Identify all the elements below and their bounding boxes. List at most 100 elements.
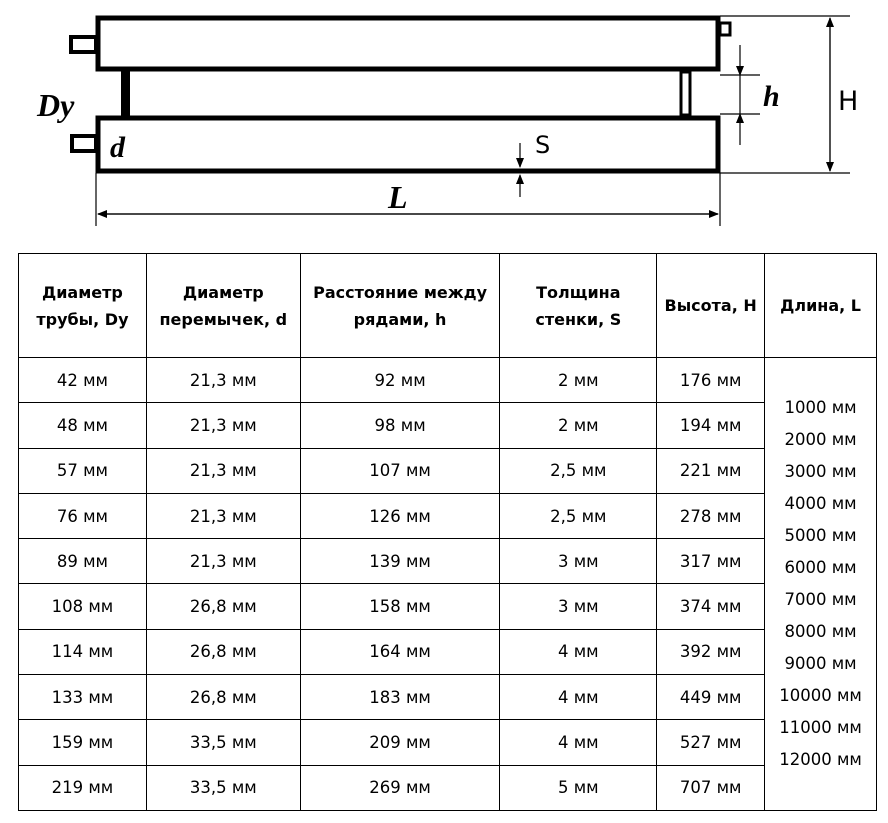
- table-cell: 92 мм: [299, 356, 501, 404]
- table-cell: 374 мм: [656, 583, 766, 630]
- column-header-line: Диаметр: [182, 282, 264, 302]
- label-h: h: [763, 80, 780, 113]
- table-cell: 89 мм: [18, 538, 147, 585]
- table-row: 133 мм 26,8 мм 183 мм 4 мм 449 мм: [18, 674, 877, 721]
- table-row: 89 мм 21,3 мм 139 мм 3 мм 317 мм: [18, 538, 877, 585]
- table-cell: 33,5 мм: [145, 764, 301, 811]
- table-cell: 219 мм: [18, 764, 147, 811]
- table-cell: 3 мм: [499, 583, 658, 630]
- table-cell: 269 мм: [299, 764, 501, 811]
- jumper-left: [121, 70, 130, 116]
- column-header-line: рядами, h: [353, 309, 447, 329]
- table-cell: 26,8 мм: [145, 628, 301, 676]
- table-cell: 392 мм: [656, 628, 766, 676]
- column-header: Диаметр трубы, Dy: [18, 253, 147, 358]
- length-option: 12000 мм: [779, 749, 862, 769]
- table-cell: 33,5 мм: [145, 719, 301, 766]
- length-option: 1000 мм: [784, 397, 857, 417]
- table-cell: 21,3 мм: [145, 492, 301, 540]
- length-option: 11000 мм: [779, 717, 862, 737]
- table-cell: 107 мм: [299, 447, 501, 494]
- table-cell: 4 мм: [499, 628, 658, 676]
- table-cell: 4 мм: [499, 674, 658, 721]
- register-diagram: Dy d h H S L: [36, 15, 858, 226]
- table-cell: 176 мм: [656, 356, 766, 404]
- table-cell: 26,8 мм: [145, 583, 301, 630]
- table-cell: 158 мм: [299, 583, 501, 630]
- length-option: 3000 мм: [784, 461, 857, 481]
- dimensions-table: Диаметр трубы, Dy Диаметр перемычек, d Расст…: [18, 253, 877, 811]
- dimension-lines: [95, 15, 850, 226]
- table-cell: 21,3 мм: [145, 538, 301, 585]
- table-cell: 278 мм: [656, 492, 766, 540]
- top-pipe: [69, 15, 732, 72]
- table-row: 48 мм 21,3 мм 98 мм 2 мм 194 мм: [18, 402, 877, 449]
- table-cell: 2 мм: [499, 356, 658, 404]
- column-header-line: Толщина: [536, 282, 621, 302]
- table-cell: 317 мм: [656, 538, 766, 585]
- table-cell: 2,5 мм: [499, 447, 658, 494]
- table-cell: 527 мм: [656, 719, 766, 766]
- column-header-line: Длина, L: [780, 296, 861, 315]
- table-cell: 108 мм: [18, 583, 147, 630]
- column-header: Толщина стенки, S: [499, 253, 658, 358]
- table-cell: 42 мм: [18, 356, 147, 404]
- table-cell: 4 мм: [499, 719, 658, 766]
- length-option: 9000 мм: [784, 653, 857, 673]
- label-S: S: [535, 131, 550, 159]
- label-H: H: [838, 86, 858, 117]
- table-cell: 76 мм: [18, 492, 147, 540]
- table-row: 219 мм 33,5 мм 269 мм 5 мм 707 мм: [18, 764, 877, 811]
- table-cell: 164 мм: [299, 628, 501, 676]
- label-d: d: [110, 131, 126, 164]
- column-header-line: трубы, Dy: [36, 309, 129, 329]
- label-L: L: [387, 179, 408, 215]
- table-cell: 21,3 мм: [145, 356, 301, 404]
- length-option: 8000 мм: [784, 621, 857, 641]
- table-cell: 2,5 мм: [499, 492, 658, 540]
- table-cell: 57 мм: [18, 447, 147, 494]
- bottom-pipe: [70, 115, 721, 174]
- column-header-line: Высота, H: [664, 296, 757, 315]
- column-header: Диаметр перемычек, d: [145, 253, 301, 358]
- column-header: Длина, L: [764, 253, 877, 358]
- table-cell: 707 мм: [656, 764, 766, 811]
- column-header-line: Диаметр: [41, 282, 123, 302]
- table-cell: 48 мм: [18, 402, 147, 449]
- table-cell: 5 мм: [499, 764, 658, 811]
- table-cell: 21,3 мм: [145, 447, 301, 494]
- length-option: 4000 мм: [784, 493, 857, 513]
- table-cell: 221 мм: [656, 447, 766, 494]
- length-option: 10000 мм: [779, 685, 862, 705]
- table-cell: 98 мм: [299, 402, 501, 449]
- length-option: 7000 мм: [784, 589, 857, 609]
- table-row: 57 мм 21,3 мм 107 мм 2,5 мм 221 мм: [18, 447, 877, 494]
- table-cell: 126 мм: [299, 492, 501, 540]
- table-header-row: Диаметр трубы, Dy Диаметр перемычек, d Расст…: [18, 253, 877, 358]
- table-row: 159 мм 33,5 мм 209 мм 4 мм 527 мм: [18, 719, 877, 766]
- table-cell: 209 мм: [299, 719, 501, 766]
- column-header-line: стенки, S: [535, 309, 622, 329]
- length-option: 6000 мм: [784, 557, 857, 577]
- length-options-cell: 1000 мм 2000 мм 3000 мм 4000 мм 5000 мм 6000 …: [764, 357, 877, 811]
- column-header-line: перемычек, d: [159, 309, 288, 329]
- column-header: Расстояние между рядами, h: [299, 253, 501, 358]
- table-cell: 194 мм: [656, 402, 766, 449]
- jumper-right: [679, 70, 692, 117]
- table-cell: 26,8 мм: [145, 674, 301, 721]
- table-cell: 2 мм: [499, 402, 658, 449]
- table-row: 42 мм 21,3 мм 92 мм 2 мм 176 мм 1000 мм 2000 м…: [18, 356, 877, 811]
- table-row: 114 мм 26,8 мм 164 мм 4 мм 392 мм: [18, 628, 877, 676]
- column-header-line: Расстояние между: [313, 282, 488, 302]
- table-row: 76 мм 21,3 мм 126 мм 2,5 мм 278 мм: [18, 492, 877, 540]
- table-cell: 449 мм: [656, 674, 766, 721]
- table-cell: 3 мм: [499, 538, 658, 585]
- table-cell: 139 мм: [299, 538, 501, 585]
- length-option: 2000 мм: [784, 429, 857, 449]
- table-cell: 114 мм: [18, 628, 147, 676]
- column-header: Высота, H: [656, 253, 766, 358]
- label-dy: Dy: [36, 87, 75, 123]
- table-cell: 133 мм: [18, 674, 147, 721]
- table-cell: 183 мм: [299, 674, 501, 721]
- table-cell: 159 мм: [18, 719, 147, 766]
